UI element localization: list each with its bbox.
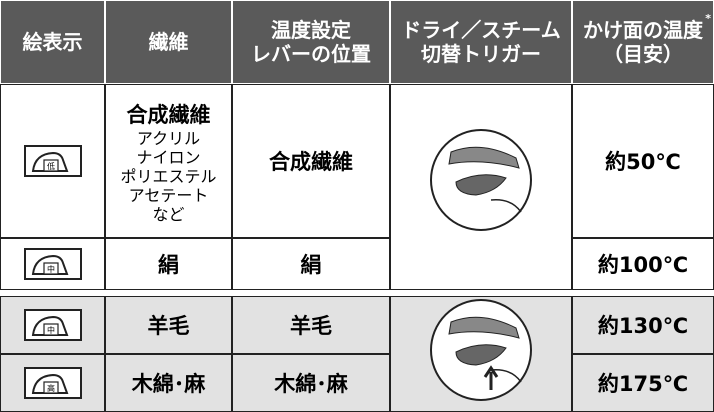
fiber-text: 木綿･麻 xyxy=(131,372,206,396)
icon-cell: 中 xyxy=(0,296,105,354)
fiber-cell: 合成繊維 アクリル ナイロン ポリエステル アセテート など xyxy=(105,84,232,238)
lever-text: 木綿･麻 xyxy=(274,372,348,396)
temperature-text: 約100℃ xyxy=(597,253,689,277)
header-text: 繊維 xyxy=(148,30,189,54)
temperature-text: 約175℃ xyxy=(597,372,689,396)
fiber-example: アクリル xyxy=(136,128,201,148)
fiber-example: など xyxy=(152,204,185,224)
fiber-example: ポリエステル xyxy=(120,166,217,186)
header-text: 温度設定 xyxy=(271,18,351,42)
header-text: 絵表示 xyxy=(22,30,83,54)
header-text: ドライ／スチーム xyxy=(401,18,561,42)
lever-text: 羊毛 xyxy=(290,314,332,338)
header-text: レバーの位置 xyxy=(251,42,371,66)
iron-icon: 低 xyxy=(23,145,82,177)
header-text: 切替トリガー xyxy=(421,42,541,66)
icon-cell: 中 xyxy=(0,238,105,290)
fiber-cell: 木綿･麻 xyxy=(105,354,232,412)
header-cell: ドライ／スチーム 切替トリガー xyxy=(390,0,572,84)
icon-label: 高 xyxy=(47,383,55,393)
fiber-cell: 羊毛 xyxy=(105,296,232,354)
trigger-cell xyxy=(390,84,572,290)
temperature-text: 約130℃ xyxy=(597,314,689,338)
icon-label: 低 xyxy=(47,161,55,171)
header-cell: 繊維 xyxy=(105,0,232,84)
lever-text: 合成繊維 xyxy=(269,150,353,174)
icon-label: 中 xyxy=(47,264,55,274)
fiber-cell: 絹 xyxy=(105,238,232,290)
iron-icon: 中 xyxy=(23,248,82,280)
fiber-text: 絹 xyxy=(158,253,179,277)
lever-text: 絹 xyxy=(300,253,322,277)
note-mark: * xyxy=(705,12,711,25)
temp-cell: 約100℃ xyxy=(572,238,714,290)
header-text: かけ面の温度 xyxy=(583,18,703,42)
fiber-text: 合成繊維 xyxy=(126,102,211,127)
header-text: （目安） xyxy=(603,42,683,66)
lever-cell: 合成繊維 xyxy=(232,84,390,238)
temperature-text: 約50℃ xyxy=(605,150,681,174)
lever-cell: 羊毛 xyxy=(232,296,390,354)
fiber-text: 羊毛 xyxy=(147,314,190,338)
icon-cell: 低 xyxy=(0,84,105,238)
temp-cell: 約130℃ xyxy=(572,296,714,354)
iron-icon: 中 xyxy=(23,309,82,341)
iron-icon: 高 xyxy=(23,367,82,399)
fiber-example: アセテート xyxy=(128,185,209,205)
temp-cell: 約175℃ xyxy=(572,354,714,412)
header-cell: 絵表示 xyxy=(0,0,105,84)
lever-cell: 絹 xyxy=(232,238,390,290)
header-cell: 温度設定 レバーの位置 xyxy=(232,0,390,84)
lever-cell: 木綿･麻 xyxy=(232,354,390,412)
icon-label: 中 xyxy=(47,325,55,335)
fiber-example: ナイロン xyxy=(136,147,201,167)
